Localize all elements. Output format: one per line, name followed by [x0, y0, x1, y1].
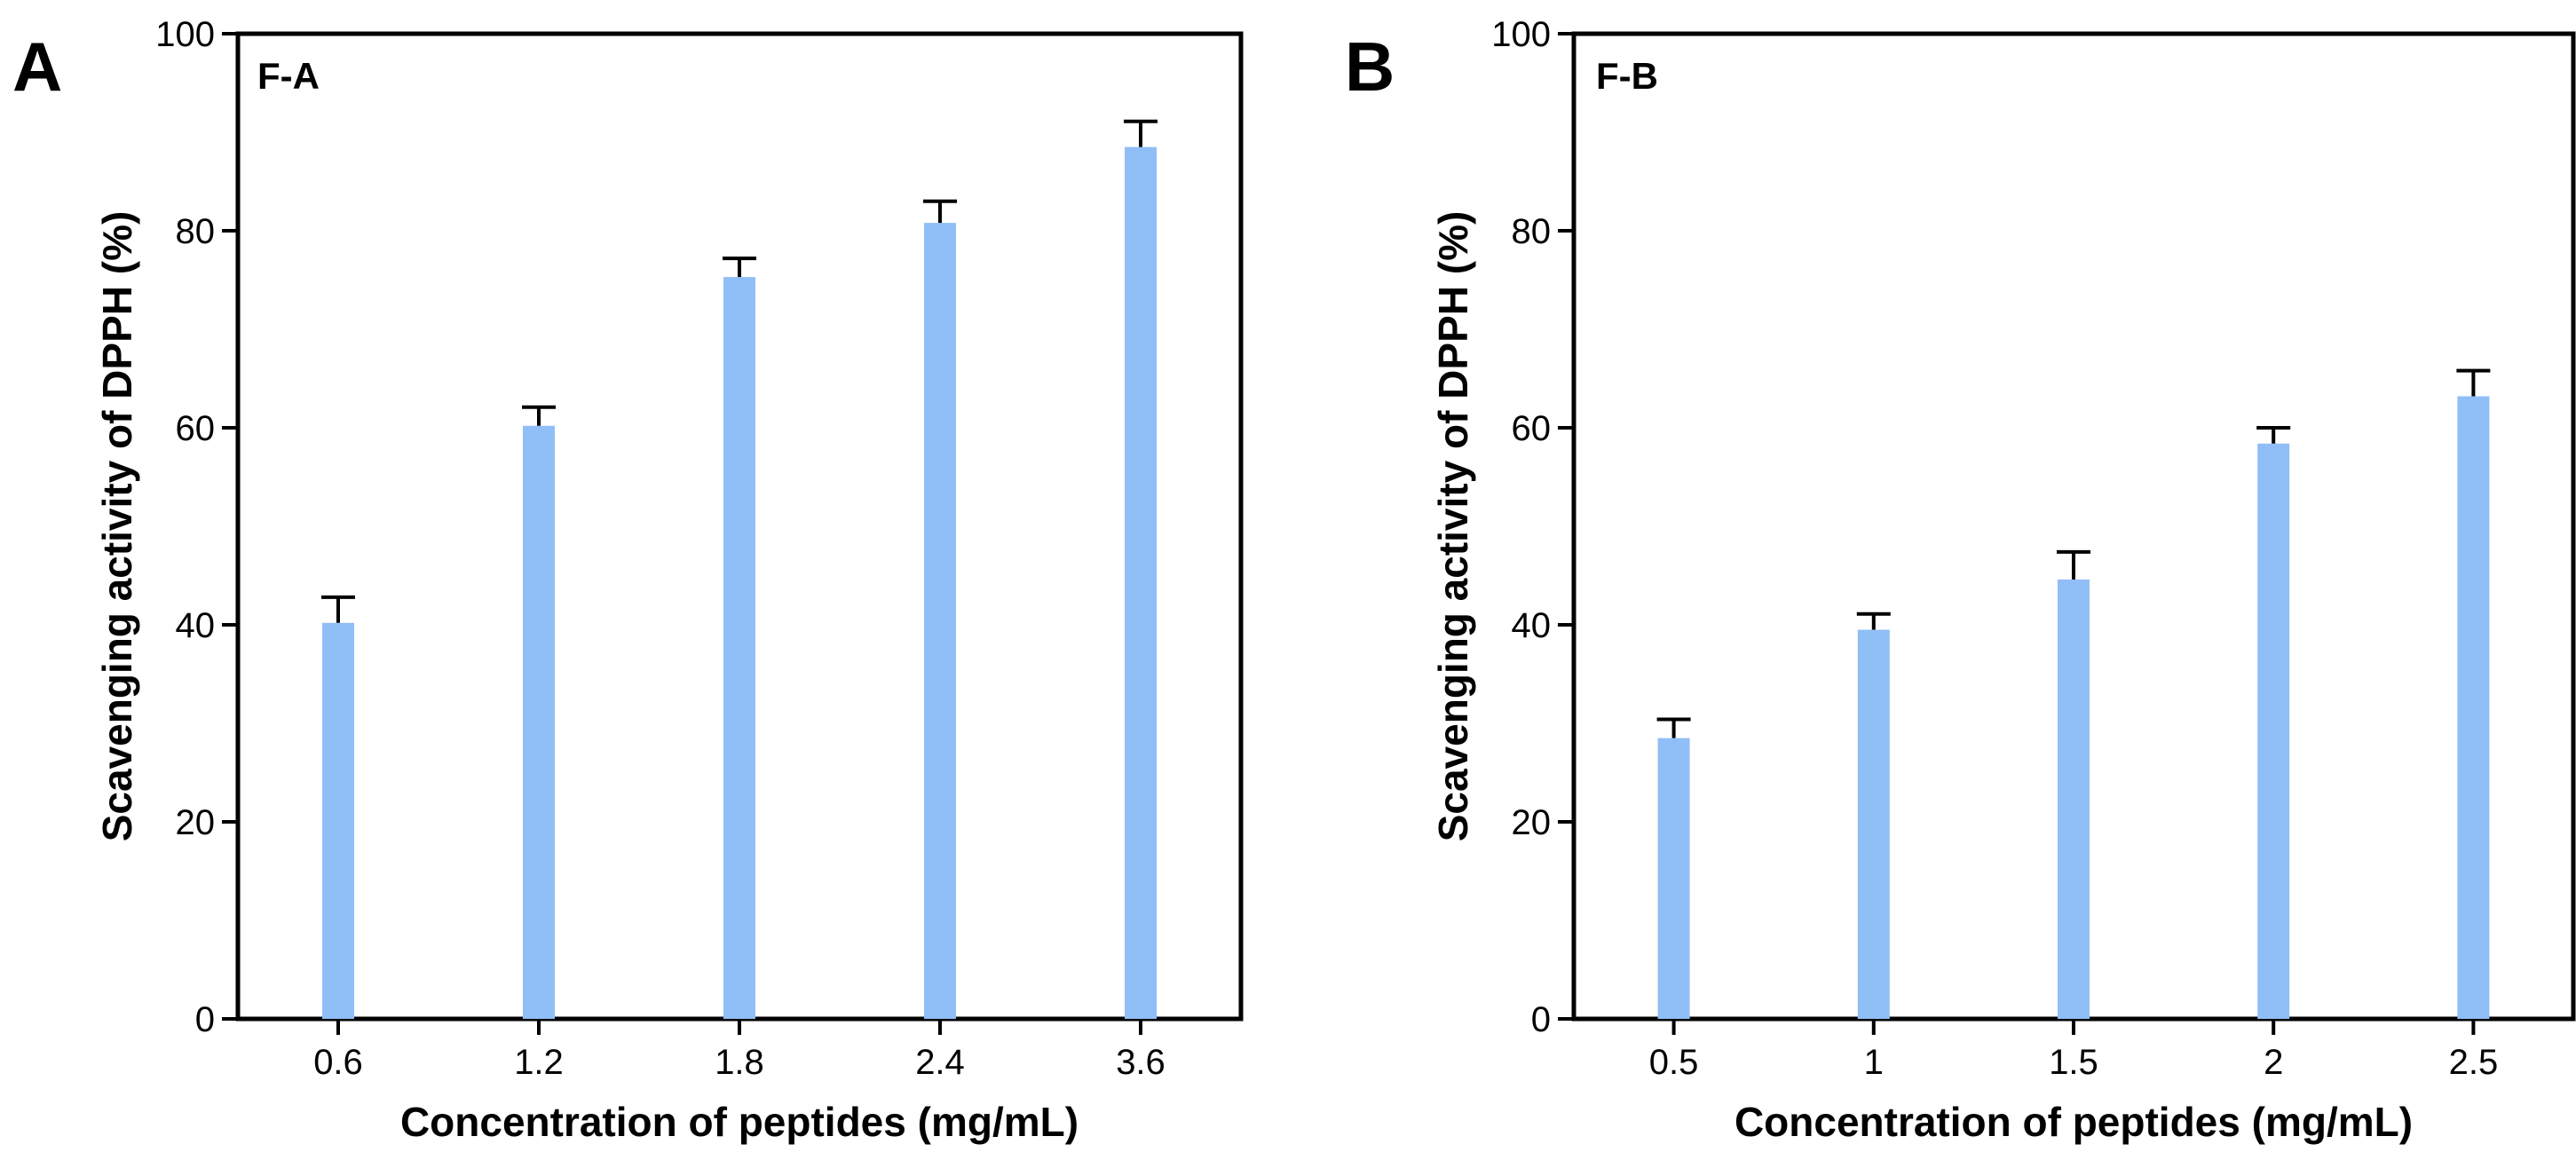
- bar-a-3.6: [1125, 146, 1157, 1019]
- bar-a-2.4: [924, 223, 956, 1019]
- error-bar-b-1: [1856, 612, 1891, 630]
- bar-a-0.6: [322, 622, 354, 1019]
- bars-a: [321, 119, 1158, 1019]
- bar-b-2: [2257, 443, 2290, 1019]
- y-tick-label-a: 40: [176, 606, 216, 645]
- y-tick-label-a: 20: [176, 803, 216, 842]
- error-bar-a-2.4: [923, 199, 957, 224]
- bar-b-1: [1857, 629, 1890, 1019]
- x-axis-ticks-a: 0.6 1.2 1.8 2.4 3.6: [313, 1019, 1166, 1082]
- x-tick-label-b: 2.5: [2449, 1043, 2499, 1082]
- y-tick-label-b: 80: [1512, 212, 1552, 251]
- y-tick-label-b: 100: [1491, 15, 1551, 54]
- panel-b: B F-B 0 20 40 60 80 100 0.5 1 1.5 2 2.5 Concentra…: [1345, 15, 2576, 1145]
- bar-a-1.2: [523, 425, 555, 1019]
- bar-b-2.5: [2457, 396, 2490, 1020]
- x-axis-title-b: Concentration of peptides (mg/mL): [1734, 1099, 2413, 1145]
- error-bar-a-0.6: [321, 595, 355, 623]
- y-axis-ticks-a: 0 20 40 60 80 100: [155, 15, 238, 1039]
- x-tick-label-a: 0.6: [313, 1043, 363, 1082]
- error-bar-a-1.2: [522, 405, 556, 426]
- inset-label-b: F-B: [1596, 55, 1658, 97]
- x-tick-label-b: 2: [2264, 1043, 2283, 1082]
- x-tick-label-b: 0.5: [1649, 1043, 1699, 1082]
- x-axis-ticks-b: 0.5 1 1.5 2 2.5: [1649, 1019, 2498, 1082]
- error-bar-b-2.5: [2456, 368, 2491, 397]
- error-bar-a-1.8: [723, 256, 756, 278]
- error-bar-b-1.5: [2057, 549, 2090, 580]
- inset-label-a: F-A: [257, 55, 320, 97]
- x-tick-label-a: 2.4: [915, 1043, 965, 1082]
- y-axis-title-a: Scavenging activity of DPPH (%): [94, 211, 140, 842]
- x-tick-label-a: 1.2: [514, 1043, 564, 1082]
- panel-letter-a: A: [12, 28, 62, 106]
- y-tick-label-b: 60: [1512, 409, 1552, 448]
- bar-a-1.8: [723, 277, 755, 1019]
- y-tick-label-a: 60: [176, 409, 216, 448]
- x-tick-label-a: 3.6: [1116, 1043, 1166, 1082]
- bars-b: [1656, 368, 2491, 1020]
- y-tick-label-b: 20: [1512, 803, 1552, 842]
- error-bar-b-2: [2256, 426, 2291, 444]
- error-bar-a-3.6: [1124, 119, 1158, 147]
- y-tick-label-b: 40: [1512, 606, 1552, 645]
- bar-b-0.5: [1657, 738, 1690, 1019]
- x-tick-label-a: 1.8: [715, 1043, 764, 1082]
- x-axis-title-a: Concentration of peptides (mg/mL): [400, 1099, 1079, 1145]
- y-axis-title-b: Scavenging activity of DPPH (%): [1430, 211, 1476, 842]
- y-tick-label-a: 80: [176, 212, 216, 251]
- bar-b-1.5: [2058, 579, 2090, 1019]
- panel-a: A F-A 0 20 40 60 80 100 0.6 1.2 1.8 2.4 3.6 Conce…: [12, 15, 1244, 1145]
- y-axis-ticks-b: 0 20 40 60 80 100: [1491, 15, 1574, 1039]
- error-bar-b-0.5: [1656, 717, 1691, 738]
- y-tick-label-a: 0: [195, 1000, 215, 1039]
- x-tick-label-b: 1.5: [2049, 1043, 2098, 1082]
- panel-letter-b: B: [1345, 28, 1395, 106]
- y-tick-label-a: 100: [155, 15, 215, 54]
- y-tick-label-b: 0: [1531, 1000, 1551, 1039]
- x-tick-label-b: 1: [1864, 1043, 1884, 1082]
